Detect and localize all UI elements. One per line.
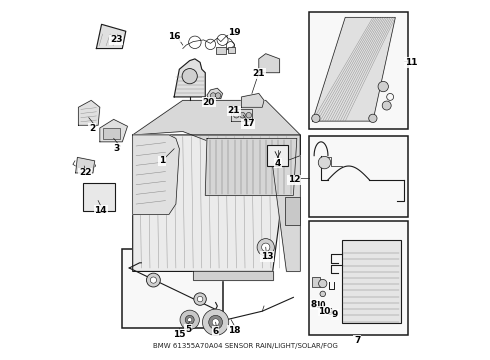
Text: 8: 8 [311, 300, 317, 309]
Text: 13: 13 [261, 252, 274, 261]
Circle shape [185, 315, 194, 324]
Circle shape [212, 319, 219, 326]
Circle shape [312, 114, 320, 122]
Polygon shape [174, 59, 205, 97]
Circle shape [202, 309, 229, 336]
Circle shape [182, 68, 197, 84]
Polygon shape [78, 100, 100, 125]
Text: 5: 5 [185, 325, 191, 334]
Circle shape [378, 81, 389, 92]
Text: 1: 1 [159, 156, 165, 165]
Text: BMW 61355A70A04 SENSOR RAIN/LIGHT/SOLAR/FOG: BMW 61355A70A04 SENSOR RAIN/LIGHT/SOLAR/… [152, 343, 338, 349]
Polygon shape [133, 100, 300, 166]
Polygon shape [242, 94, 264, 107]
Text: 9: 9 [332, 310, 338, 319]
Bar [309, 12, 408, 129]
Polygon shape [133, 135, 179, 215]
Text: 22: 22 [79, 168, 92, 177]
Text: 10: 10 [318, 307, 331, 316]
Circle shape [180, 310, 199, 329]
Polygon shape [259, 54, 280, 73]
Bar [216, 48, 226, 54]
Polygon shape [205, 138, 297, 195]
Bar [285, 197, 300, 225]
Text: 12: 12 [288, 175, 301, 184]
Circle shape [262, 243, 270, 251]
Bar [342, 240, 400, 323]
Text: 21: 21 [228, 106, 240, 115]
Circle shape [215, 93, 221, 98]
Bar [309, 136, 408, 217]
Bar [103, 128, 120, 139]
Circle shape [368, 114, 377, 122]
Circle shape [318, 279, 327, 288]
Polygon shape [207, 88, 222, 99]
Bar [268, 145, 288, 166]
Polygon shape [272, 156, 300, 271]
Text: 9: 9 [328, 309, 333, 318]
Polygon shape [133, 135, 300, 271]
Circle shape [147, 273, 160, 287]
Circle shape [382, 101, 391, 110]
Text: 14: 14 [94, 206, 107, 215]
Circle shape [197, 296, 203, 302]
Text: 15: 15 [173, 330, 186, 339]
Text: 10: 10 [315, 301, 325, 310]
Polygon shape [100, 120, 127, 142]
Circle shape [188, 318, 192, 322]
Polygon shape [193, 271, 272, 280]
Circle shape [209, 315, 222, 329]
Bar [313, 276, 320, 287]
Polygon shape [75, 157, 95, 173]
Text: 19: 19 [228, 28, 241, 37]
Circle shape [210, 93, 216, 98]
Text: 11: 11 [405, 58, 417, 67]
Polygon shape [313, 17, 395, 121]
Text: 17: 17 [242, 120, 255, 129]
Circle shape [318, 156, 331, 169]
Text: 2: 2 [89, 123, 96, 132]
Circle shape [194, 293, 206, 305]
Polygon shape [231, 109, 252, 121]
Circle shape [246, 112, 251, 118]
Bar [228, 48, 235, 53]
Text: 16: 16 [168, 32, 180, 41]
Text: 18: 18 [228, 326, 240, 335]
Text: 8: 8 [310, 301, 316, 310]
Text: 6: 6 [213, 327, 219, 336]
Bar [83, 183, 116, 211]
Text: 7: 7 [354, 336, 361, 345]
Circle shape [240, 112, 245, 118]
Bar [309, 221, 408, 335]
Circle shape [257, 239, 274, 256]
Circle shape [234, 112, 239, 118]
Text: 3: 3 [113, 144, 120, 153]
Text: 23: 23 [110, 35, 122, 44]
Text: 20: 20 [202, 98, 215, 107]
Text: 21: 21 [252, 69, 265, 78]
Bar [122, 249, 222, 328]
Polygon shape [97, 24, 126, 49]
Circle shape [320, 291, 325, 297]
Text: 4: 4 [274, 159, 281, 168]
Circle shape [150, 277, 156, 283]
